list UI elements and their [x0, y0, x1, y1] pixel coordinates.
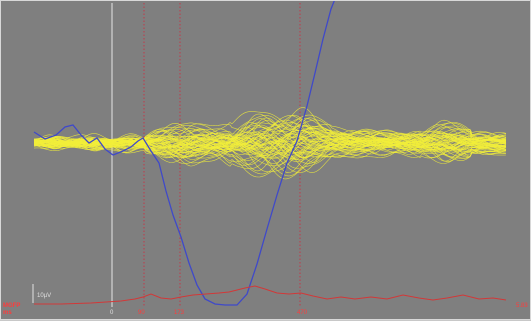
gfp-trace [34, 285, 507, 305]
channel-trace [33, 124, 507, 170]
average-trace-line [33, 1, 335, 306]
tick-label-90: 90 [138, 310, 145, 316]
channel-trace [33, 127, 507, 172]
channel-trace [33, 115, 507, 163]
gfp-trace-line [34, 285, 507, 305]
channel-trace [33, 128, 507, 167]
ms-label: ms [3, 310, 12, 316]
channel-trace [34, 127, 507, 159]
scale-bar-label: 10µV [37, 293, 52, 299]
channel-trace [33, 133, 507, 154]
end-value-label: 5.83 [516, 303, 528, 309]
tick-label-470: 470 [297, 310, 308, 316]
channel-trace [33, 122, 507, 159]
channel-trace [33, 118, 506, 167]
average-trace [33, 1, 335, 306]
tick-label-0: 0 [110, 310, 114, 316]
gfp-label: MGFP [3, 303, 21, 309]
channel-traces [33, 107, 507, 180]
channel-trace [34, 114, 507, 164]
channel-trace [33, 122, 507, 158]
tick-label-173: 173 [174, 310, 185, 316]
channel-trace [33, 131, 507, 160]
